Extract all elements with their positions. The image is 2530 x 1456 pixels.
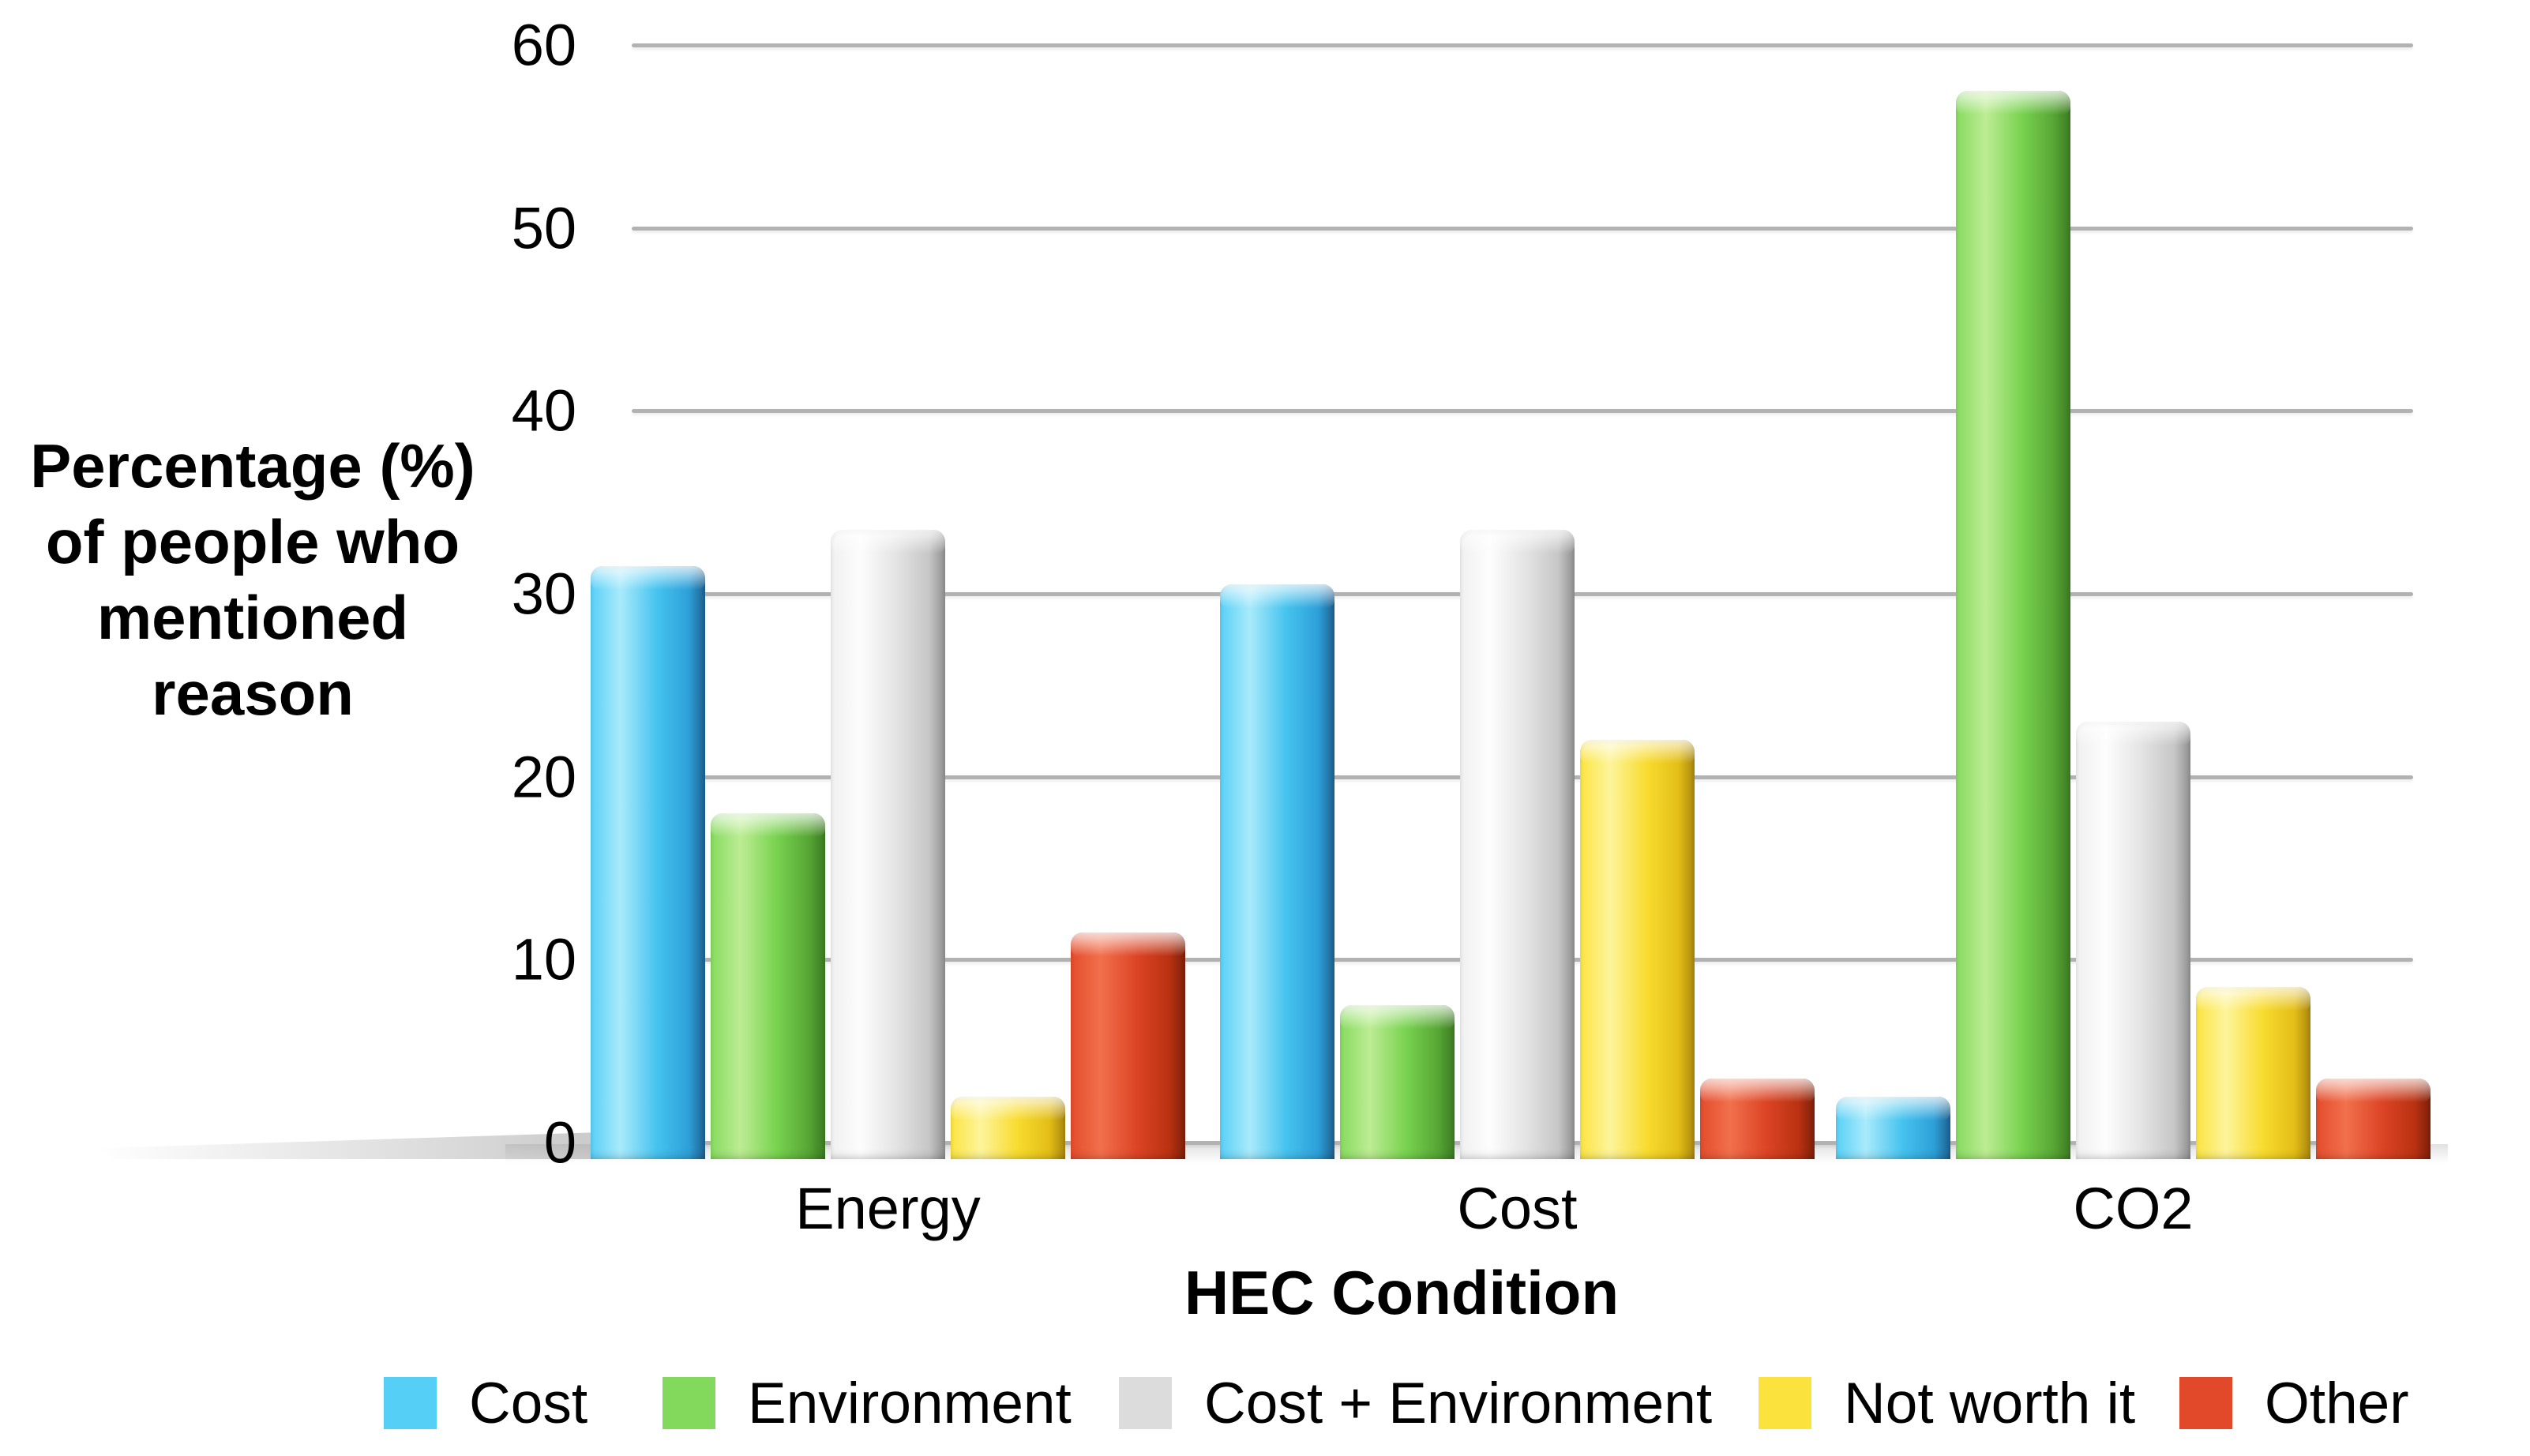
bar-energy-other <box>1071 932 1185 1159</box>
legend-label-cost-environment: Cost + Environment <box>1204 1371 1713 1435</box>
bar-top-highlight <box>1220 584 1334 609</box>
bar-top-highlight <box>1700 1078 1815 1102</box>
gridline-50 <box>632 226 2413 231</box>
y-tick-label-20: 20 <box>511 744 576 810</box>
legend-item-environment: Environment <box>663 1372 1072 1435</box>
bar-top-highlight <box>2196 987 2310 1011</box>
y-tick-label-10: 10 <box>511 926 576 993</box>
x-tick-label-energy: Energy <box>795 1176 981 1241</box>
bar-top-highlight <box>831 529 945 554</box>
bar-top-highlight <box>2316 1078 2431 1102</box>
bar-co2-cost-environment <box>2076 722 2190 1159</box>
y-tick-label-40: 40 <box>511 377 576 444</box>
legend-item-other: Other <box>2179 1372 2409 1435</box>
gridline-60 <box>632 43 2413 47</box>
bar-top-highlight <box>1836 1097 1950 1121</box>
gridline-40 <box>632 409 2413 414</box>
bar-cost-not-worth-it <box>1580 740 1695 1159</box>
bar-top-highlight <box>2076 722 2190 746</box>
legend-swatch-cost <box>384 1377 437 1429</box>
bar-top-highlight <box>1956 90 2070 114</box>
x-tick-label-cost: Cost <box>1457 1176 1578 1241</box>
bar-top-highlight <box>1340 1005 1455 1030</box>
bar-top-highlight <box>951 1097 1065 1121</box>
bar-energy-cost <box>591 566 705 1159</box>
bar-top-highlight <box>1071 932 1185 956</box>
bar-top-highlight <box>1460 529 1575 554</box>
x-tick-label-co2: CO2 <box>2073 1176 2194 1241</box>
legend-swatch-other <box>2179 1377 2232 1429</box>
y-tick-label-30: 30 <box>511 561 576 627</box>
bar-cost-environment <box>1340 1005 1455 1159</box>
bar-cost-cost-environment <box>1460 529 1575 1159</box>
legend-item-cost: Cost <box>384 1372 587 1435</box>
legend-swatch-not-worth-it <box>1759 1377 1811 1429</box>
bar-energy-cost-environment <box>831 529 945 1159</box>
legend-swatch-environment <box>663 1377 715 1429</box>
bar-energy-environment <box>711 812 825 1159</box>
legend-label-cost: Cost <box>469 1371 588 1435</box>
bar-energy-not-worth-it <box>951 1097 1065 1159</box>
y-axis-title-line: reason <box>152 659 354 728</box>
bar-cost-other <box>1700 1078 1815 1159</box>
legend-item-cost-environment: Cost + Environment <box>1119 1372 1712 1435</box>
y-tick-label-60: 60 <box>511 12 576 78</box>
legend-label-environment: Environment <box>748 1371 1072 1435</box>
bar-cost-cost <box>1220 584 1334 1159</box>
y-axis-title-line: Percentage (%) <box>30 431 475 501</box>
y-tick-label-50: 50 <box>511 195 576 261</box>
legend-item-not-worth-it: Not worth it <box>1759 1372 2135 1435</box>
legend-label-not-worth-it: Not worth it <box>1844 1371 2136 1435</box>
bar-top-highlight <box>591 566 705 591</box>
bar-top-highlight <box>1580 740 1695 764</box>
y-axis-title-line: mentioned <box>96 583 409 652</box>
y-axis-title-line: of people who <box>45 507 460 576</box>
bar-co2-other <box>2316 1078 2431 1159</box>
y-tick-label-0: 0 <box>543 1109 576 1176</box>
bar-co2-cost <box>1836 1097 1950 1159</box>
bar-co2-environment <box>1956 90 2070 1159</box>
bar-top-highlight <box>711 812 825 837</box>
legend-swatch-cost-environment <box>1119 1377 1172 1429</box>
x-axis-title: HEC Condition <box>1184 1258 1620 1327</box>
y-axis-title: Percentage (%) of people who mentioned reas… <box>16 428 490 731</box>
legend-label-other: Other <box>2265 1371 2409 1435</box>
bar-co2-not-worth-it <box>2196 987 2310 1159</box>
